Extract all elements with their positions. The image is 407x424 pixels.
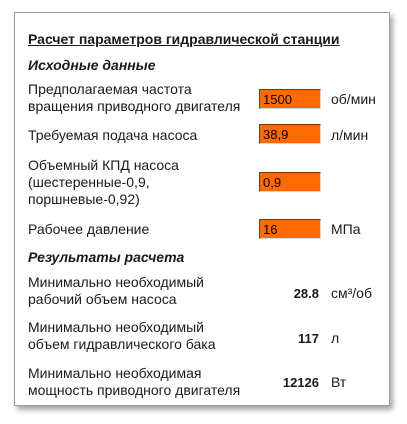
flow-unit: л/мин: [331, 127, 369, 143]
tank-volume-label: Минимально необходимый объем гидравличес…: [28, 319, 216, 352]
flow-input[interactable]: [259, 124, 321, 144]
motor-power-value: 12126: [282, 375, 319, 390]
calculator-panel: Расчет параметров гидравлической станции…: [14, 12, 390, 406]
page-title: Расчет параметров гидравлической станции: [28, 31, 340, 47]
tank-volume-unit: л: [331, 330, 340, 346]
efficiency-input[interactable]: [259, 172, 321, 192]
efficiency-label: Объемный КПД насоса (шестеренные-0,9, по…: [28, 157, 179, 207]
flow-label: Требуемая подача насоса: [28, 127, 198, 143]
pump-volume-value: 28.8: [293, 286, 319, 301]
pump-volume-unit: см³/об: [331, 285, 372, 301]
frequency-label: Предполагаемая частота вращения приводно…: [28, 81, 241, 114]
pump-volume-label: Минимально необходимый рабочий объем нас…: [28, 274, 204, 307]
pressure-unit: МПа: [331, 221, 361, 237]
frequency-input[interactable]: [259, 89, 321, 109]
inputs-heading: Исходные данные: [28, 57, 156, 73]
tank-volume-value: 117: [298, 331, 319, 346]
motor-power-label: Минимально необходимая мощность приводно…: [28, 365, 241, 398]
frequency-unit: об/мин: [331, 91, 376, 107]
pressure-label: Рабочее давление: [28, 221, 150, 237]
results-heading: Результаты расчета: [28, 249, 185, 265]
pressure-input[interactable]: [259, 219, 321, 239]
motor-power-unit: Вт: [331, 374, 347, 390]
